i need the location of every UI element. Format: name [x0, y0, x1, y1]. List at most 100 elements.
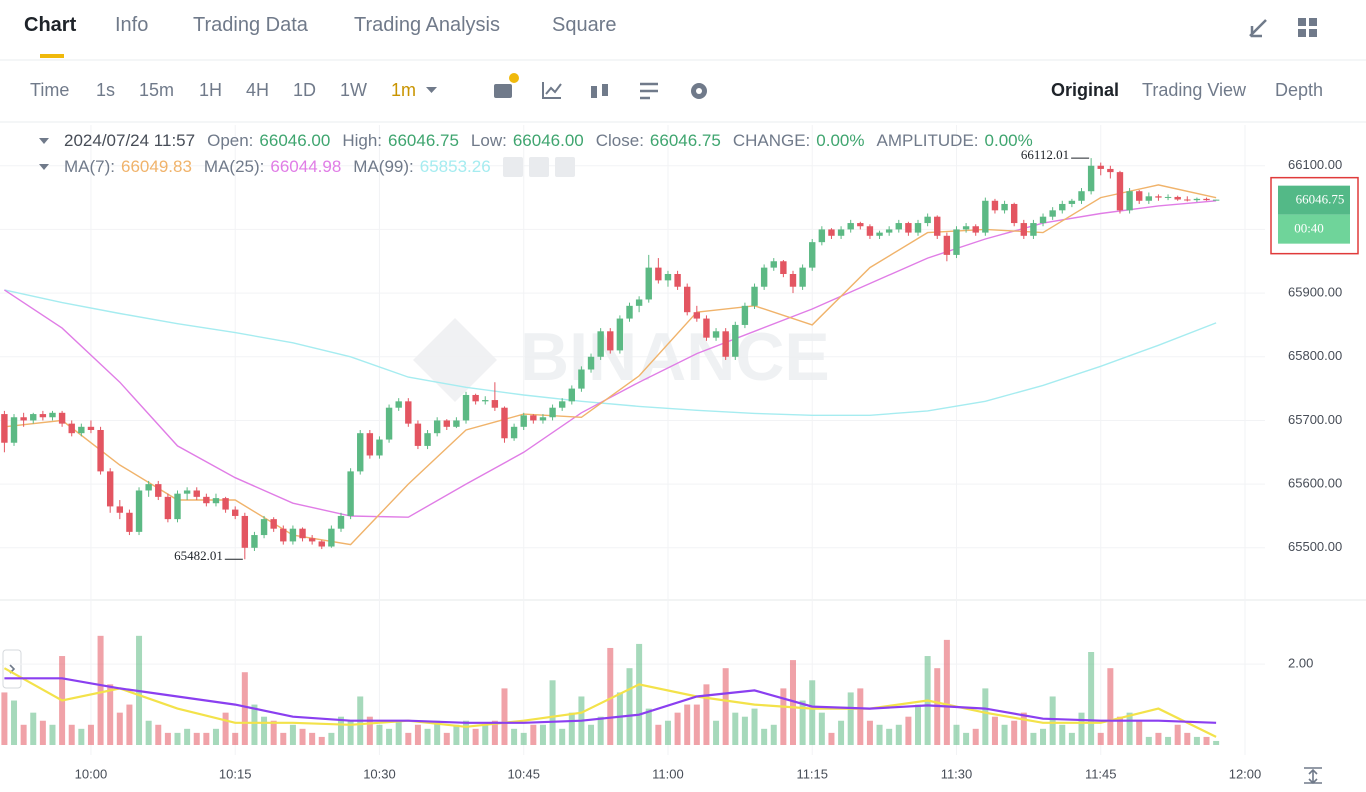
- y-tick-label: 65600.00: [1288, 476, 1342, 491]
- candle-body: [183, 490, 191, 494]
- watermark: BINANCE: [413, 318, 830, 402]
- collapse-arrow[interactable]: [38, 157, 50, 177]
- candle-body: [1184, 199, 1191, 201]
- interval[interactable]: 15m: [139, 80, 175, 100]
- candle-body: [962, 226, 970, 230]
- ma-value: 66049.83: [121, 157, 192, 176]
- candle-body: [712, 331, 720, 338]
- volume-bar: [1184, 732, 1191, 745]
- icon[interactable]: [591, 86, 597, 98]
- tab[interactable]: Info: [115, 14, 149, 36]
- dropdown-arrow: [426, 87, 437, 93]
- layout-icon[interactable]: [1298, 18, 1306, 26]
- interval[interactable]: 1H: [199, 80, 223, 100]
- candle-body: [1136, 191, 1143, 201]
- view-option[interactable]: Depth: [1275, 80, 1324, 100]
- candle-body: [405, 401, 412, 424]
- arrow: [39, 164, 49, 170]
- volume-bar: [847, 692, 854, 745]
- fullscreen-icon[interactable]: [1249, 19, 1267, 38]
- candle-body: [1116, 172, 1124, 211]
- layout-icon[interactable]: [1298, 29, 1306, 37]
- view-option[interactable]: Original: [1051, 80, 1120, 100]
- field-name: Open:: [207, 131, 254, 150]
- volume-bar: [741, 716, 748, 745]
- watermark-text: BINANCE: [520, 319, 830, 395]
- view-option[interactable]: Trading View: [1142, 80, 1247, 100]
- volume-bar: [828, 732, 835, 745]
- candle-body: [1087, 165, 1095, 192]
- x-tick-label: 10:00: [75, 766, 108, 781]
- candle-body: [857, 223, 864, 227]
- candle-body: [568, 388, 576, 402]
- ma-name: MA(99):: [353, 157, 414, 176]
- interval[interactable]: Time: [30, 80, 70, 100]
- volume-bar: [49, 724, 56, 745]
- layout-icon[interactable]: [1309, 29, 1317, 37]
- field-name: High:: [342, 131, 382, 150]
- volume-bar: [645, 708, 652, 745]
- field-value: 66046.00: [259, 131, 331, 150]
- y-tick-label: 65700.00: [1288, 412, 1342, 427]
- volume-bar: [184, 728, 191, 745]
- volume-bar: [414, 724, 421, 745]
- volume-bar: [280, 732, 287, 745]
- layout-icon[interactable]: [1309, 18, 1317, 26]
- volume-bar: [607, 647, 614, 745]
- interval[interactable]: 1s: [96, 80, 116, 100]
- volume-bar: [232, 732, 239, 745]
- candle-body: [482, 400, 489, 402]
- tab-underline: [40, 54, 64, 58]
- interval[interactable]: 1W: [340, 80, 367, 100]
- highlight-frame: [1270, 176, 1359, 255]
- icon[interactable]: [494, 84, 512, 98]
- candle-body: [597, 331, 604, 357]
- scale-icon[interactable]: [1304, 767, 1322, 785]
- interval[interactable]: 4H: [246, 80, 270, 100]
- volume-bar: [309, 732, 316, 745]
- candle-body: [308, 538, 316, 542]
- candle-body: [607, 331, 614, 351]
- volume-bar: [1193, 736, 1200, 745]
- countdown-tag: [1278, 214, 1350, 244]
- candle-body: [828, 229, 835, 236]
- collapse-arrow[interactable]: [38, 131, 50, 151]
- tab[interactable]: Chart: [24, 14, 77, 36]
- candle-body: [1010, 203, 1018, 224]
- volume-bar: [1088, 652, 1095, 745]
- interval[interactable]: 1D: [293, 80, 317, 100]
- candle-body: [1020, 223, 1028, 236]
- icon[interactable]: [640, 82, 658, 100]
- volume-bar: [761, 728, 768, 745]
- candle-body: [366, 433, 374, 456]
- candle-body: [1097, 165, 1104, 169]
- candle-body: [212, 498, 220, 504]
- icon[interactable]: [542, 82, 562, 99]
- tab[interactable]: Trading Analysis: [354, 14, 500, 36]
- eye-button[interactable]: [502, 157, 523, 177]
- volume-bar: [87, 724, 94, 745]
- ohlc-legend: 2024/07/24 11:57 Open: 66046.00 High: 66046.…: [38, 131, 1039, 151]
- candle-body: [414, 423, 422, 446]
- tab[interactable]: Square: [552, 14, 617, 36]
- volume-bar: [328, 732, 335, 745]
- tab[interactable]: Trading Data: [193, 14, 308, 36]
- interval[interactable]: 1m: [391, 80, 417, 100]
- volume-bar: [982, 688, 989, 745]
- gear-button[interactable]: [528, 157, 549, 177]
- ma-name: MA(7):: [64, 157, 115, 176]
- volume-bar: [1155, 732, 1162, 745]
- volume-bar: [703, 684, 710, 745]
- volume-bar: [212, 728, 219, 745]
- volume-bar: [1213, 740, 1220, 745]
- volume-bar: [453, 724, 460, 745]
- candle-body: [1030, 223, 1037, 236]
- volume-bar: [1059, 724, 1066, 745]
- volume-bar: [991, 716, 998, 745]
- candle-body: [462, 394, 470, 421]
- close-button[interactable]: [554, 157, 575, 177]
- volume-bar: [520, 732, 527, 745]
- candle-body: [443, 420, 450, 427]
- volume-bar: [972, 728, 979, 745]
- icon[interactable]: [602, 84, 608, 96]
